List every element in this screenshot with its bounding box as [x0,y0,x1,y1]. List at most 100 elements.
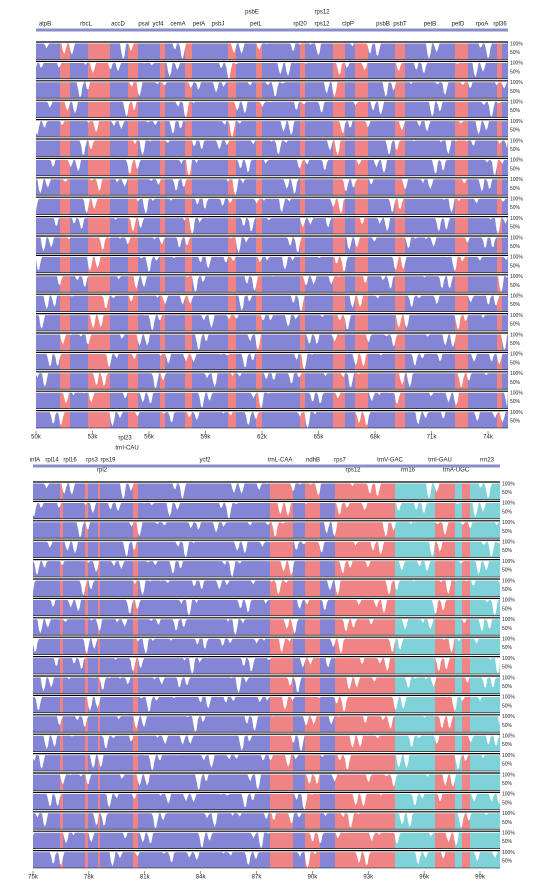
conservation-region [185,216,192,234]
conservation-region [192,236,228,254]
conservation-region [468,42,497,60]
conservation-region [70,352,88,370]
panel: atpB rbcL accD psaI ycf4 cemA petA psbJ psbE petL… [31,10,523,441]
x-tick-label: 62k [257,435,268,441]
conservation-region [110,313,128,331]
y-tick-label: 100% [502,753,515,759]
conservation-region [300,100,305,118]
gene-label: psbB [376,22,390,28]
conservation-region [36,333,60,351]
conservation-region [98,540,100,558]
gene-label: ndhB [306,458,320,464]
conservation-region [36,42,60,60]
conservation-region [98,676,100,694]
conservation-region [160,255,165,273]
conservation-region [435,617,455,636]
conservation-region [256,410,262,428]
conservation-region [60,792,63,810]
conservation-region [262,139,300,157]
conservation-region [160,236,165,254]
conservation-region [395,139,405,157]
profile-gap [33,714,500,733]
conservation-region [133,579,138,597]
conservation-region [128,333,138,351]
conservation-region [320,637,335,655]
x-tick-label: 96k [419,875,430,881]
conservation-region [138,579,270,597]
conservation-region [192,80,228,99]
conservation-region [138,333,160,351]
conservation-region [88,100,110,118]
conservation-region [468,158,497,176]
conservation-region [138,352,160,370]
conservation-region [98,734,100,752]
y-tick-label: 100% [510,177,523,183]
conservation-region [462,520,470,539]
y-tick-label: 100% [502,850,515,856]
gene-label: atpB [39,22,51,28]
conservation-region [138,792,270,810]
conservation-region [305,216,333,234]
conservation-region [305,119,333,137]
conservation-region [405,371,455,390]
conservation-region [462,714,470,733]
conservation-region [128,139,138,157]
conservation-region [100,773,133,791]
conservation-region [192,139,228,157]
conservation-region [455,637,462,655]
x-tick-label: 93k [363,875,374,881]
conservation-region [320,540,335,558]
conservation-region [455,850,462,868]
conservation-region [138,520,270,539]
conservation-region [262,100,300,118]
conservation-region [405,333,455,351]
conservation-region [128,294,138,312]
y-tick-label: 50% [502,626,513,632]
conservation-region [128,42,138,60]
gene-label: rpoA [476,22,489,28]
conservation-region [160,371,165,390]
conservation-region [165,333,185,351]
conservation-region [60,294,70,312]
conservation-region [462,676,470,694]
conservation-region [435,501,455,519]
conservation-region [228,391,236,409]
conservation-region [36,274,60,293]
conservation-region [497,391,502,409]
conservation-region [138,236,160,254]
conservation-region [368,352,395,370]
y-tick-label: 50% [502,859,513,865]
y-tick-label: 50% [510,225,521,231]
conservation-region [100,695,133,713]
conservation-region [335,695,395,713]
conservation-region [470,656,500,674]
conservation-region [256,80,262,99]
conservation-region [98,753,100,771]
conservation-region [63,637,85,655]
conservation-region [335,637,395,655]
conservation-region [333,371,345,390]
gene-label: rps12 [314,10,330,16]
conservation-region [293,850,305,868]
conservation-region [60,831,63,849]
gene-label: rps12 [314,22,330,28]
conservation-region [228,61,236,79]
conservation-region [60,676,63,694]
conservation-region [395,410,405,428]
conservation-region [305,811,320,830]
conservation-region [236,333,256,351]
conservation-region [270,579,293,597]
conservation-region [497,61,502,79]
conservation-region [185,42,192,60]
conservation-region [462,753,470,771]
conservation-region [395,255,405,273]
conservation-region [395,333,405,351]
y-tick-label: 100% [502,598,515,604]
conservation-region [160,42,165,60]
conservation-region [128,236,138,254]
conservation-region [395,637,435,655]
y-tick-label: 50% [510,186,521,192]
x-tick-label: 65k [314,435,325,441]
conservation-region [435,811,455,830]
conservation-region [305,236,333,254]
